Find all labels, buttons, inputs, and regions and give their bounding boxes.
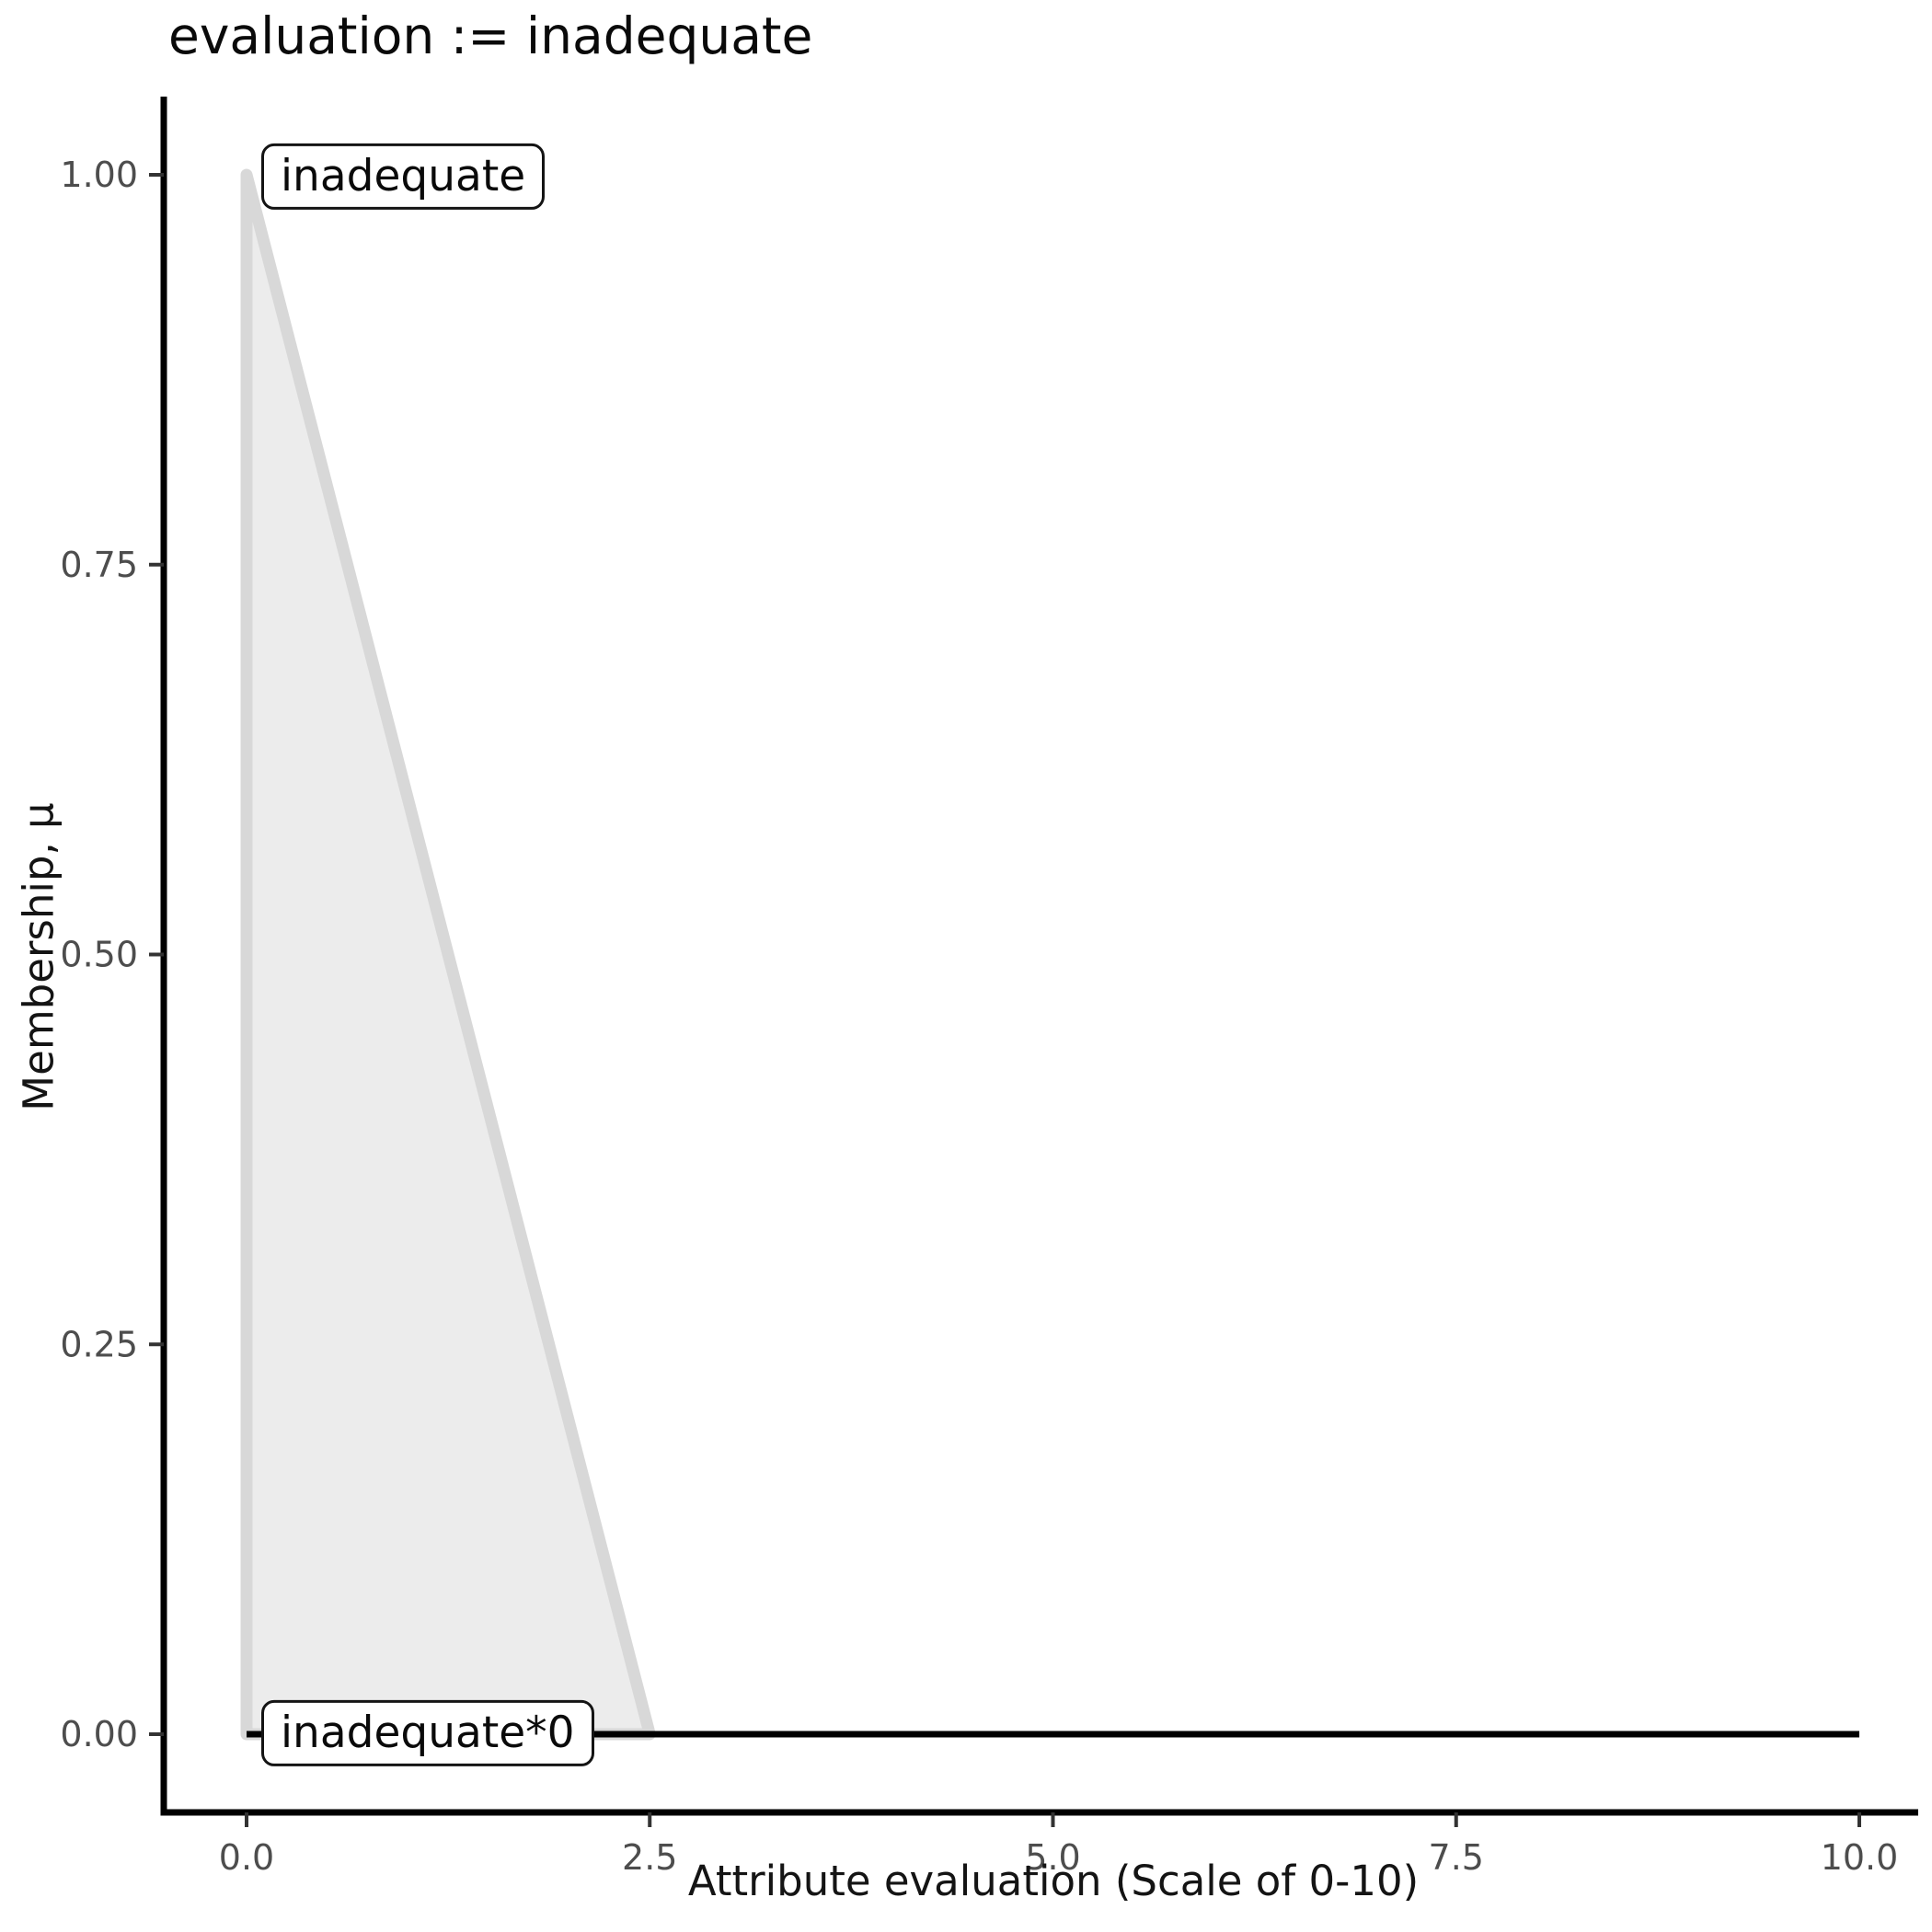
x-tick-label: 10.0 [1821,1837,1899,1878]
x-tick-label: 2.5 [622,1837,677,1878]
annotation-inadequate: inadequate [261,143,546,211]
annotation-inadequate-times-0: inadequate*0 [261,1699,594,1767]
y-tick-label: 0.00 [60,1714,138,1754]
chart-title: evaluation := inadequate [168,6,813,65]
x-tick-label: 0.0 [219,1837,274,1878]
y-tick-label: 0.75 [60,545,138,585]
y-tick-label: 0.50 [60,935,138,975]
y-tick-label: 0.25 [60,1324,138,1364]
x-tick-label: 7.5 [1429,1837,1484,1878]
y-axis-label: Membership, μ [14,802,63,1111]
x-tick-label: 5.0 [1025,1837,1080,1878]
membership-area-inadequate [240,168,656,1741]
y-tick-label: 1.00 [60,155,138,195]
x-axis-label: Attribute evaluation (Scale of 0-10) [687,1857,1420,1905]
